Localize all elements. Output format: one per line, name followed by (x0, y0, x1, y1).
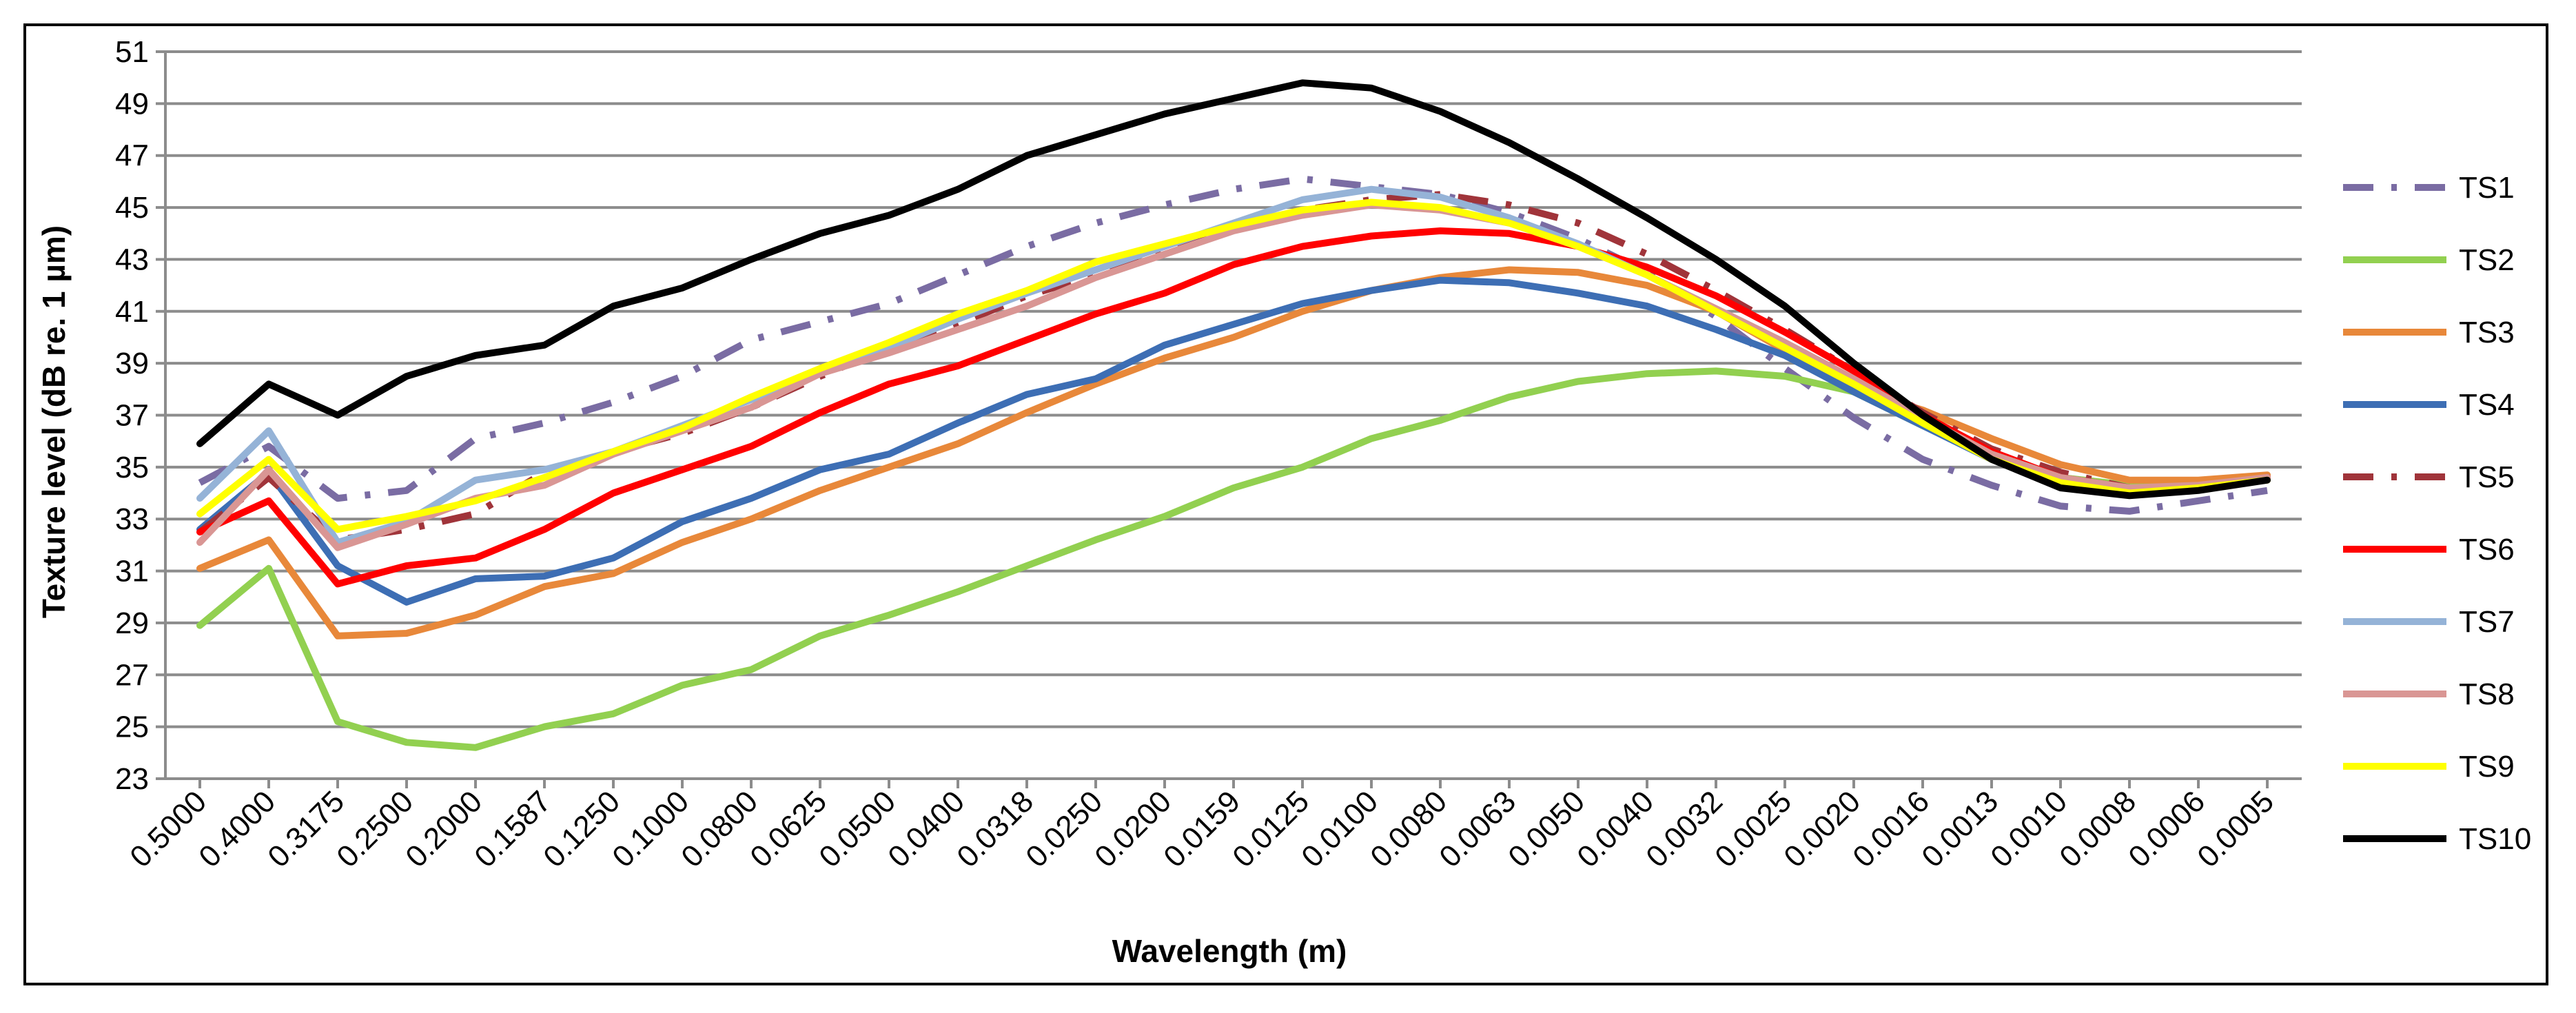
chart-frame (23, 23, 2548, 985)
y-tick-label-51: 51 (115, 35, 149, 69)
x-tick-label-0.0500: 0.0500 (812, 784, 902, 874)
x-tick-label-0.0050: 0.0050 (1502, 784, 1591, 874)
x-tick-label-0.0125: 0.0125 (1226, 784, 1316, 874)
series-line-ts6 (196, 227, 2271, 588)
x-tick-label-0.3175: 0.3175 (261, 784, 351, 874)
x-tick-label-0.0100: 0.0100 (1295, 784, 1384, 874)
y-tick-label-25: 25 (115, 710, 149, 744)
y-axis-title: Texture level (dB re. 1 µm) (36, 225, 72, 618)
legend-label-ts3: TS3 (2459, 316, 2515, 349)
x-tick-label-0.0200: 0.0200 (1088, 784, 1178, 874)
series-line-ts10 (196, 79, 2271, 500)
x-tick-label-0.5000: 0.5000 (123, 784, 213, 874)
x-tick-label-0.1250: 0.1250 (537, 784, 626, 874)
y-tick-label-47: 47 (115, 139, 149, 173)
legend-label-ts8: TS8 (2459, 677, 2515, 711)
x-tick-label-0.0008: 0.0008 (2053, 784, 2143, 874)
y-tick-label-35: 35 (115, 451, 149, 484)
legend-label-ts1: TS1 (2459, 171, 2515, 205)
x-tick-label-0.0063: 0.0063 (1433, 784, 1522, 874)
x-tick-label-0.2000: 0.2000 (399, 784, 489, 874)
x-tick-label-0.0040: 0.0040 (1571, 784, 1660, 874)
y-tick-label-49: 49 (115, 87, 149, 121)
y-tick-label-27: 27 (115, 658, 149, 692)
x-tick-label-0.0159: 0.0159 (1157, 784, 1247, 874)
series-line-ts1 (198, 175, 2268, 515)
x-tick-label-0.0010: 0.0010 (1984, 784, 2074, 874)
y-tick-label-23: 23 (115, 762, 149, 796)
y-tick-label-41: 41 (115, 295, 149, 329)
series-line-ts9 (196, 198, 2271, 533)
y-tick-label-33: 33 (115, 502, 149, 536)
legend-label-ts6: TS6 (2459, 533, 2515, 566)
x-tick-label-0.0800: 0.0800 (675, 784, 764, 874)
legend-label-ts9: TS9 (2459, 750, 2515, 784)
legend-label-ts5: TS5 (2459, 460, 2515, 494)
x-tick-label-0.0625: 0.0625 (744, 784, 833, 874)
gridlines (156, 50, 2302, 780)
x-tick-label-0.4000: 0.4000 (192, 784, 282, 874)
y-tick-label-43: 43 (115, 243, 149, 276)
x-tick-label-0.1587: 0.1587 (468, 784, 558, 874)
x-tick-label-0.0400: 0.0400 (881, 784, 971, 874)
y-tick-label-45: 45 (115, 191, 149, 225)
x-tick-label-0.0013: 0.0013 (1915, 784, 2005, 874)
y-axis-tick-labels: 23 25 27 29 31 33 35 37 39 41 43 45 47 49 51 (115, 35, 149, 796)
legend-label-ts4: TS4 (2459, 388, 2515, 422)
legend-label-ts10: TS10 (2459, 822, 2531, 856)
x-tick-label-0.0016: 0.0016 (1846, 784, 1936, 874)
y-tick-label-37: 37 (115, 399, 149, 433)
x-tick-label-0.0005: 0.0005 (2191, 784, 2280, 874)
x-tick-label-0.0250: 0.0250 (1019, 784, 1109, 874)
legend-label-ts7: TS7 (2459, 605, 2515, 639)
x-axis-tick-labels: 0.50000.40000.31750.25000.20000.15870.12… (123, 779, 2280, 874)
y-tick-label-39: 39 (115, 347, 149, 380)
x-tick-label-0.0080: 0.0080 (1364, 784, 1453, 874)
x-tick-label-0.0020: 0.0020 (1777, 784, 1867, 874)
data-series (196, 79, 2271, 751)
x-tick-label-0.0318: 0.0318 (950, 784, 1040, 874)
axes (164, 52, 2302, 780)
y-tick-label-31: 31 (115, 555, 149, 589)
legend-label-ts2: TS2 (2459, 243, 2515, 277)
x-tick-label-0.0032: 0.0032 (1639, 784, 1729, 874)
x-tick-label-0.0006: 0.0006 (2122, 784, 2211, 874)
x-axis-title: Wavelength (m) (1112, 933, 1347, 969)
x-tick-label-0.1000: 0.1000 (606, 784, 695, 874)
y-tick-label-29: 29 (115, 606, 149, 640)
x-tick-label-0.0025: 0.0025 (1708, 784, 1798, 874)
x-tick-label-0.2500: 0.2500 (330, 784, 420, 874)
legend: TS1 TS2 TS3 TS4 TS5 TS6 TS7 TS8 TS9 TS10 (2343, 171, 2531, 856)
